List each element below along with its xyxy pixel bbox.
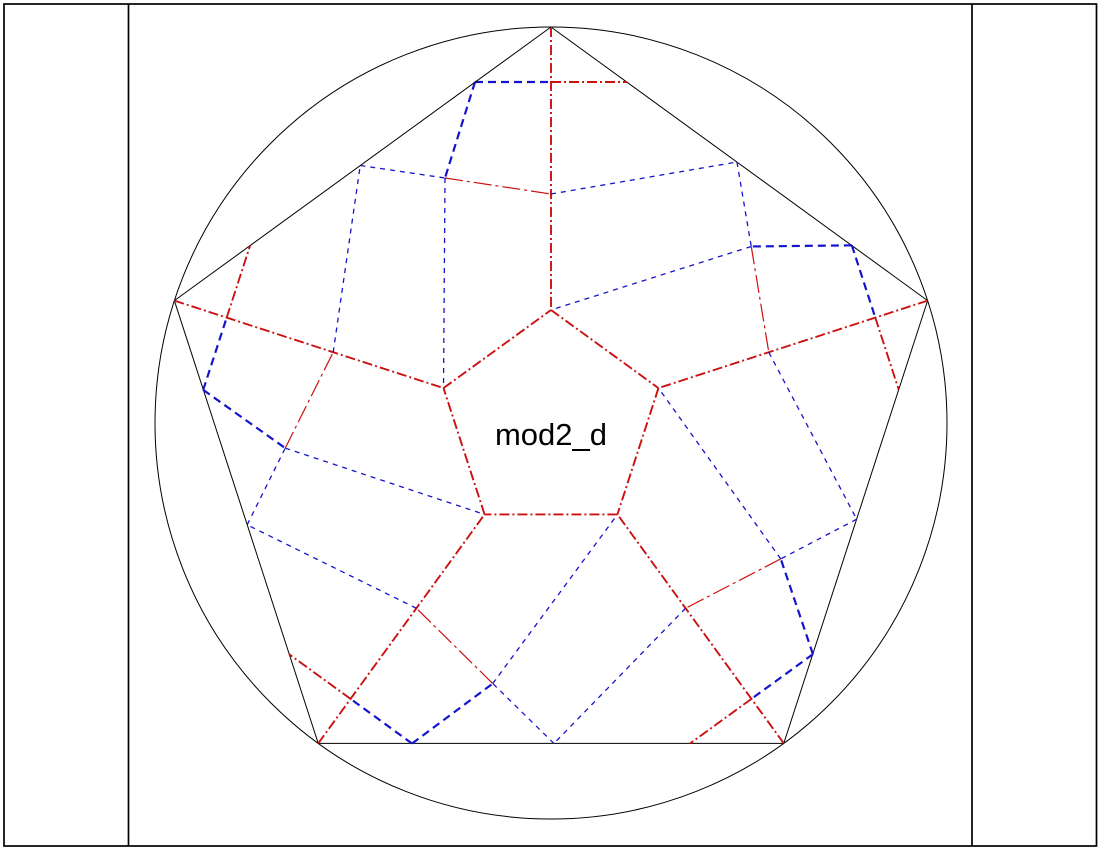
corner-crease-blue bbox=[751, 244, 852, 248]
diagonal-crease-blue bbox=[332, 165, 361, 353]
inner-pentagon-edge bbox=[442, 309, 552, 389]
radial-crease bbox=[658, 299, 928, 389]
crease-pattern bbox=[154, 26, 948, 820]
chord-crease-red bbox=[689, 698, 752, 745]
diagonal-crease-red bbox=[415, 607, 494, 684]
edge-crease-blue bbox=[780, 518, 857, 560]
corner-crease-blue bbox=[411, 682, 494, 745]
pattern-sector-4 bbox=[174, 26, 552, 526]
vertex-crease-blue bbox=[492, 514, 618, 684]
inner-pentagon-edge bbox=[442, 387, 486, 515]
edge-crease-blue bbox=[736, 161, 752, 247]
outer-pentagon-edge bbox=[783, 300, 929, 744]
chord-crease-blue bbox=[850, 245, 877, 318]
inner-pentagon-edge bbox=[484, 513, 618, 516]
pattern-sector-0 bbox=[360, 26, 928, 389]
radial-crease bbox=[616, 513, 785, 744]
outer-pentagon-edge bbox=[318, 742, 784, 744]
sheet-frame bbox=[3, 3, 1098, 847]
vertex-crease-blue bbox=[550, 245, 752, 311]
diagonal-crease-blue bbox=[553, 607, 687, 744]
vertex-crease-blue bbox=[442, 177, 446, 389]
inner-pentagon-edge bbox=[616, 387, 660, 515]
outer-pentagon-edge bbox=[173, 300, 319, 744]
radial-crease bbox=[174, 299, 444, 389]
sheet-border bbox=[3, 3, 1098, 847]
chord-crease-red bbox=[874, 317, 900, 391]
corner-crease-blue bbox=[779, 558, 814, 655]
diagonal-crease-blue bbox=[550, 161, 738, 195]
chord-crease-blue bbox=[202, 317, 228, 391]
corner-crease-blue bbox=[443, 81, 477, 179]
pattern-sector-1 bbox=[550, 161, 929, 744]
diagonal-crease-red bbox=[750, 246, 770, 353]
outer-pentagon-edge bbox=[174, 26, 552, 302]
diagonal-crease-blue bbox=[768, 351, 858, 520]
vertex-crease-blue bbox=[657, 387, 782, 560]
vertex-crease-blue bbox=[285, 447, 485, 516]
diagonal-crease-red bbox=[444, 177, 552, 195]
chord-crease-blue bbox=[349, 697, 413, 745]
pattern-sector-2 bbox=[318, 387, 857, 745]
chord-crease-red bbox=[288, 653, 352, 700]
module-label: mod2_d bbox=[495, 417, 607, 452]
outer-pentagon-edge bbox=[550, 26, 928, 302]
diagonal-crease-red bbox=[685, 558, 782, 609]
chord-crease-red bbox=[225, 245, 252, 318]
edge-crease-blue bbox=[360, 164, 446, 179]
edge-crease-blue bbox=[492, 683, 555, 744]
pattern-sector-3 bbox=[173, 300, 618, 745]
diagonal-crease-red bbox=[284, 351, 334, 449]
chord-crease-blue bbox=[750, 653, 814, 700]
edge-crease-blue bbox=[246, 447, 286, 526]
corner-crease-blue bbox=[202, 389, 286, 449]
radial-crease bbox=[317, 513, 486, 744]
inner-pentagon-edge bbox=[550, 309, 660, 389]
diagonal-crease-blue bbox=[246, 524, 417, 609]
